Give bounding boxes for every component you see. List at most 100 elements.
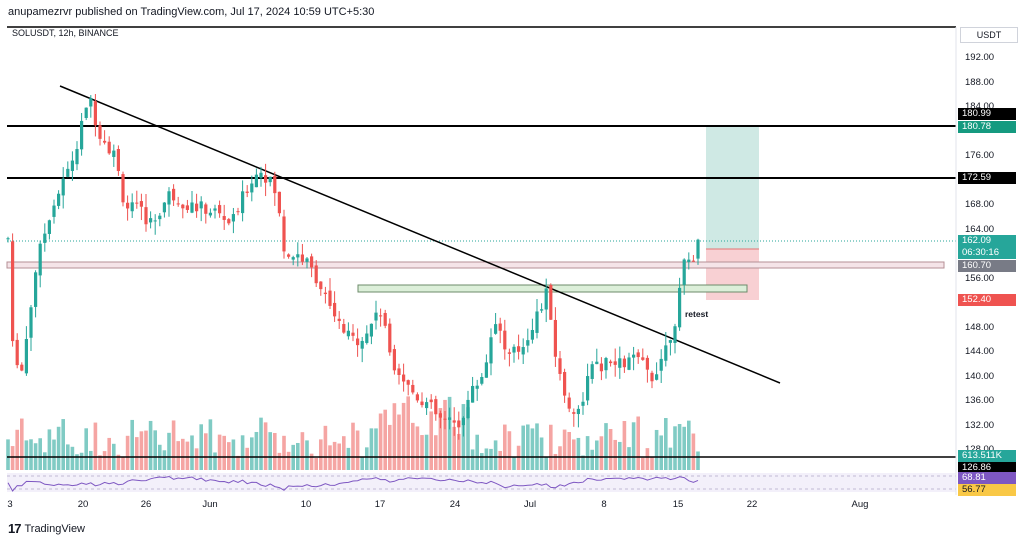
candle-body — [333, 302, 337, 317]
candle-body — [406, 380, 410, 385]
candle-body — [218, 205, 222, 214]
candle-body — [457, 420, 461, 428]
volume-bar — [6, 439, 10, 470]
tradingview-logo-icon: 17 — [8, 521, 22, 536]
candle-body — [535, 311, 539, 333]
candle-body — [213, 208, 217, 211]
candle-body — [475, 385, 479, 389]
candle-body — [641, 357, 645, 360]
volume-bar — [461, 404, 466, 470]
volume-bar — [567, 431, 571, 470]
volume-bar — [581, 455, 585, 470]
volume-bar — [654, 429, 659, 470]
volume-bar — [84, 428, 88, 470]
candle-body — [443, 418, 447, 420]
candle-body — [484, 362, 488, 378]
candle-body — [52, 205, 56, 217]
volume-bar — [498, 450, 502, 470]
volume-bar — [194, 448, 199, 470]
price-tick: 192.00 — [965, 52, 995, 63]
volume-bar — [507, 431, 512, 470]
volume-bar — [627, 447, 631, 470]
date-tick: 15 — [672, 499, 684, 510]
volume-bar — [668, 447, 673, 470]
volume-bar — [190, 435, 194, 470]
brand-name: TradingView — [24, 522, 86, 535]
candle-body — [268, 176, 272, 183]
label-last-price: 162.09 — [958, 235, 1016, 247]
publish-header: anupamezrvr published on TradingView.com… — [8, 6, 375, 18]
volume-bar — [641, 457, 645, 470]
volume-bar — [535, 423, 539, 470]
volume-bar — [305, 440, 309, 470]
volume-bar — [691, 433, 696, 470]
volume-bar — [595, 440, 599, 470]
currency-selector[interactable]: USDT — [960, 27, 1018, 43]
volume-bar — [268, 432, 272, 470]
candle-body — [337, 318, 341, 322]
volume-bar — [355, 430, 360, 470]
candle-body — [466, 399, 470, 419]
candle-body — [645, 357, 649, 370]
candle-body — [80, 120, 84, 150]
candle-body — [590, 364, 594, 379]
price-tick: 156.00 — [965, 273, 995, 284]
volume-bar — [429, 411, 433, 470]
volume-bar — [664, 418, 668, 470]
volume-bar — [516, 445, 521, 470]
volume-bar — [121, 456, 125, 470]
volume-bar — [213, 452, 217, 470]
volume-bar — [52, 439, 56, 470]
candle-body — [43, 233, 47, 243]
price-tick: 144.00 — [965, 346, 995, 357]
volume-bar — [24, 440, 29, 470]
candle-body — [392, 349, 396, 371]
volume-bar — [185, 441, 190, 470]
candle-body — [678, 287, 682, 328]
candle-body — [29, 307, 33, 338]
volume-bar — [613, 439, 617, 470]
candle-body — [107, 141, 111, 154]
candle-body — [369, 323, 373, 337]
volume-bar — [29, 439, 33, 470]
candle-body — [356, 338, 360, 346]
volume-bar — [15, 429, 19, 470]
candle-body — [360, 340, 364, 349]
volume-bar — [10, 446, 15, 470]
label-rsi-68: 68.81 — [958, 472, 1016, 484]
volume-bar — [79, 452, 84, 470]
candle-body — [507, 352, 511, 354]
candle-body — [199, 201, 203, 209]
candle-body — [549, 284, 553, 320]
candle-body — [144, 207, 148, 225]
date-tick: Aug — [851, 499, 869, 510]
candle-body — [581, 401, 585, 406]
volume-bar — [696, 451, 700, 470]
candle-body — [503, 330, 507, 350]
candle-body — [208, 212, 212, 216]
volume-bar — [443, 399, 447, 470]
candle-body — [659, 358, 663, 371]
candle-body — [342, 324, 346, 333]
volume-bar — [38, 438, 42, 470]
candle-body — [379, 315, 383, 317]
volume-bar — [162, 450, 167, 470]
volume-bar — [250, 437, 254, 470]
volume-bar — [512, 456, 516, 470]
price-tick: 140.00 — [965, 371, 995, 382]
candle-body — [521, 347, 525, 355]
candle-body — [172, 188, 176, 201]
rsi-line — [7, 475, 699, 492]
date-tick: 24 — [449, 499, 461, 510]
candle-body — [530, 329, 534, 340]
candle-body — [259, 172, 263, 178]
candle-body — [494, 324, 498, 334]
candle-body — [130, 202, 134, 212]
candle-body — [38, 243, 42, 276]
volume-bar — [360, 457, 364, 470]
price-tick: 188.00 — [965, 77, 995, 88]
candle-body — [57, 193, 61, 206]
candle-body — [553, 319, 557, 357]
date-tick: 26 — [140, 499, 152, 510]
